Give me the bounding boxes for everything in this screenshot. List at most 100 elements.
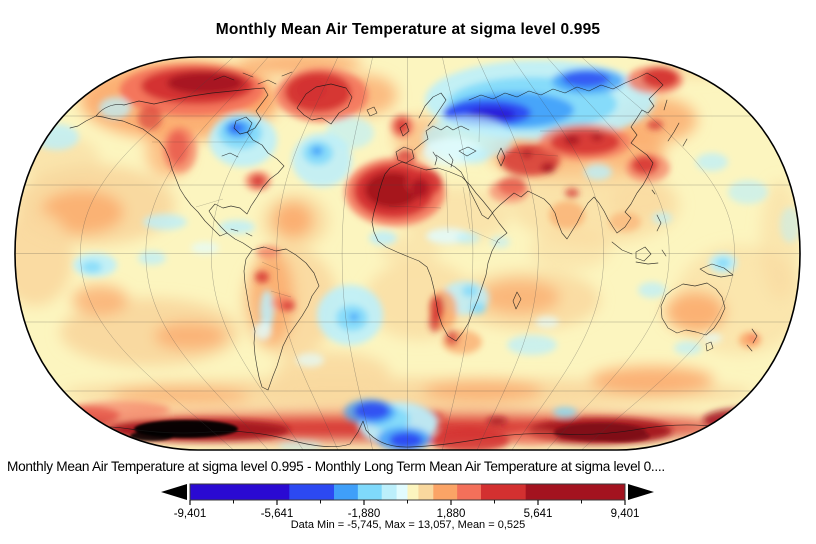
colorbar-segment (418, 484, 434, 500)
colorbar-segment (433, 484, 458, 500)
anomaly-region (507, 335, 557, 355)
anomaly-region (254, 322, 272, 340)
colorbar-segments (190, 484, 626, 500)
anomaly-region (665, 292, 725, 332)
anomaly-region (130, 431, 174, 441)
chart-title: Monthly Mean Air Temperature at sigma le… (215, 21, 601, 38)
colorbar-tick-label: -5,641 (261, 508, 294, 520)
anomaly-region (565, 188, 579, 198)
anomaly-region (99, 97, 131, 119)
anomaly-region (716, 258, 730, 268)
meridian-line (276, 57, 339, 450)
anomaly-field-extreme (130, 420, 650, 442)
anomaly-region (389, 432, 423, 448)
anomaly-field-mid (35, 60, 800, 450)
anomaly-region (429, 312, 441, 332)
anomaly-region (423, 380, 543, 402)
anomaly-region (354, 402, 390, 420)
anomaly-region (72, 285, 128, 315)
anomaly-field-soft (15, 57, 800, 441)
anomaly-region (530, 230, 610, 270)
anomaly-region (728, 180, 768, 204)
anomaly-region (138, 251, 166, 265)
anomaly-region (219, 220, 255, 234)
colorbar: -9,401 -5,641 -1,880 1,880 5,641 9,401 (161, 483, 654, 520)
anomaly-region (255, 271, 269, 283)
colorbar-arrow-right (628, 484, 654, 500)
anomaly-region (462, 285, 478, 297)
anomaly-region (584, 164, 612, 180)
anomaly-region (138, 106, 162, 130)
anomaly-region (702, 333, 722, 343)
anomaly-region (326, 117, 374, 149)
anomaly-region (591, 133, 603, 141)
anomaly-region (230, 124, 242, 132)
anomaly-region (278, 440, 322, 450)
anomaly-region (564, 135, 580, 145)
coastlines (49, 71, 791, 448)
colorbar-segment (525, 484, 626, 500)
anomaly-region (110, 386, 250, 406)
colorbar-segment (407, 484, 419, 500)
anomaly-region (296, 353, 324, 367)
anomaly-region (748, 334, 758, 342)
meridian-line (511, 57, 605, 450)
anomaly-region (609, 212, 641, 232)
anomaly-region (154, 322, 226, 350)
anomaly-region (553, 407, 577, 417)
colorbar-labels: -9,401 -5,641 -1,880 1,880 5,641 9,401 (174, 508, 640, 520)
colorbar-segment (381, 484, 398, 500)
anomaly-region (549, 201, 585, 229)
meridian-line (546, 57, 670, 450)
anomaly-region (163, 127, 197, 173)
meridian-line (80, 57, 234, 450)
colorbar-segment (334, 484, 359, 500)
anomaly-region (256, 246, 280, 258)
anomaly-region (445, 330, 459, 346)
anomaly-region (260, 290, 274, 330)
anomaly-region (470, 302, 486, 314)
anomaly-region (780, 207, 800, 243)
colorbar-tick-label: 5,641 (524, 508, 553, 520)
anomaly-region (15, 210, 73, 306)
anomaly-region (508, 429, 558, 445)
anomaly-region (674, 341, 702, 355)
anomaly-region (487, 417, 507, 425)
anomaly-region (647, 120, 663, 130)
anomaly-region (281, 301, 295, 311)
anomaly-region (490, 236, 510, 248)
anomaly-region (82, 261, 102, 273)
anomaly-region (411, 178, 429, 198)
stats-line: Data Min = -5,745, Max = 13,057, Mean = … (290, 519, 526, 531)
anomaly-region (489, 179, 529, 203)
anomaly-region (369, 231, 397, 245)
anomaly-region (461, 148, 489, 164)
colorbar-tick-label: 9,401 (611, 508, 640, 520)
meridian-line (442, 57, 474, 450)
colorbar-segment (289, 484, 335, 500)
anomaly-region (70, 401, 170, 419)
anomaly-region (562, 71, 610, 87)
meridian-line (341, 57, 373, 450)
anomaly-region (349, 313, 359, 321)
graticule-grid (15, 57, 800, 450)
anomaly-region (703, 408, 787, 432)
colorbar-tick-label: 1,880 (437, 508, 466, 520)
anomaly-region (522, 150, 532, 158)
meridian-line (476, 57, 539, 450)
anomaly-region (590, 366, 714, 394)
anomaly-region (610, 180, 670, 220)
colorbar-segment (396, 484, 408, 500)
anomaly-region (541, 163, 555, 173)
anomaly-region (380, 235, 440, 265)
anomaly-region (143, 214, 187, 230)
anomaly-region (273, 202, 313, 238)
colorbar-segment (457, 484, 482, 500)
colorbar-arrow-left (161, 484, 187, 500)
meridian-line (145, 57, 269, 450)
anomaly-region (430, 428, 510, 450)
anomaly-region (638, 282, 666, 298)
subtitle-expression: Monthly Mean Air Temperature at sigma le… (7, 459, 665, 474)
anomaly-region (365, 172, 419, 208)
